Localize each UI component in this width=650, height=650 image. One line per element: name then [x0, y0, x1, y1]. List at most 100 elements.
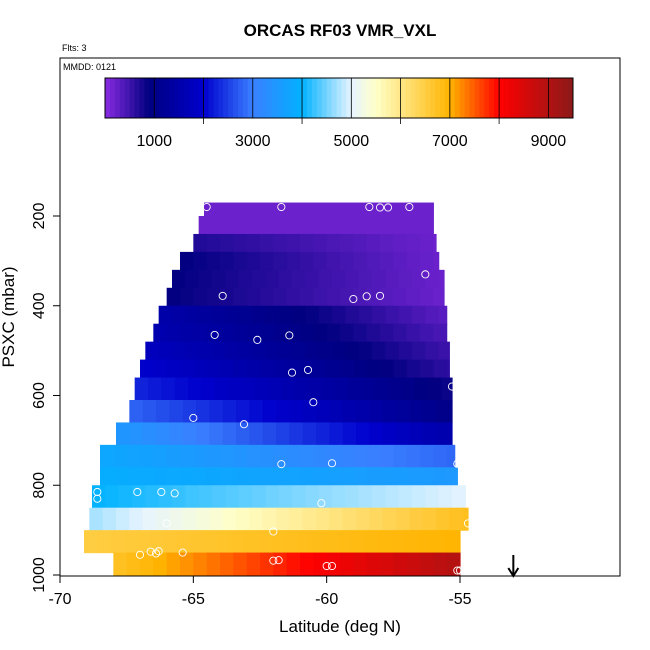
heatmap-cell [300, 323, 314, 343]
y-tick-label: 400 [31, 292, 48, 319]
heatmap-cell [212, 216, 226, 235]
heatmap-cell [278, 305, 293, 325]
heatmap-cell [404, 202, 418, 217]
heatmap-cell [313, 359, 328, 379]
x-tick-label: -60 [315, 591, 338, 608]
heatmap-cell [238, 305, 253, 325]
data-point [303, 365, 313, 374]
heatmap-cell [353, 287, 368, 307]
heatmap-cell [372, 305, 386, 325]
heatmap-cell [233, 233, 248, 253]
heatmap-cell [241, 377, 256, 401]
heatmap-cell [193, 444, 208, 468]
heatmap-cell [220, 323, 234, 343]
heatmap-cell [420, 552, 434, 576]
heatmap-cell [348, 377, 362, 401]
heatmap-cell [230, 530, 245, 554]
heatmap-cell [353, 233, 368, 253]
data-point [269, 556, 278, 565]
heatmap-cell [204, 202, 218, 217]
heatmap-cell [252, 341, 266, 361]
heatmap-cell [449, 399, 453, 424]
heatmap-cell [286, 444, 301, 468]
heatmap-cell [409, 399, 424, 424]
heatmap-cell [380, 287, 394, 307]
heatmap-cell [425, 216, 434, 235]
heatmap-cell [457, 530, 461, 554]
heatmap-cell [398, 485, 413, 509]
heatmap-cell [358, 485, 373, 509]
heatmap-cell [364, 530, 378, 554]
data-point [93, 487, 102, 497]
heatmap-cell [153, 552, 168, 576]
data-point [90, 452, 99, 461]
data-points [90, 202, 473, 575]
heatmap-cell [404, 530, 418, 554]
heatmap-cell [289, 422, 304, 446]
heatmap-cell [142, 399, 157, 424]
colorbar-segment [499, 78, 505, 118]
heatmap-cell [161, 377, 176, 401]
heatmap-cell [238, 269, 253, 289]
heatmap-cell [185, 269, 200, 289]
colorbar-segment [302, 78, 308, 118]
heatmap-cell [449, 507, 464, 531]
colorbar-segment [223, 78, 229, 118]
heatmap-cell [420, 467, 434, 486]
heatmap-cell [372, 485, 386, 509]
heatmap-cell [433, 359, 448, 379]
heatmap-cell [140, 467, 154, 486]
heatmap-cell [260, 287, 274, 307]
colorbar-segment [533, 78, 540, 118]
colorbar-tick-label: 9000 [531, 133, 567, 150]
heatmap-cell [382, 507, 397, 531]
colorbar-segment [119, 78, 126, 118]
heatmap-cell [340, 444, 354, 468]
heatmap-cell [385, 269, 400, 289]
heatmap-cell [353, 552, 368, 576]
heatmap-cell [318, 341, 333, 361]
colorbar-segment [164, 78, 170, 118]
heatmap-cell [166, 323, 181, 343]
heatmap-cell [145, 485, 160, 509]
heatmap-cell [233, 552, 248, 576]
data-point [269, 527, 278, 536]
heatmap-cell [382, 422, 397, 446]
heatmap-cell [278, 341, 293, 361]
heatmap-cell [292, 305, 306, 325]
heatmap-cell [137, 530, 152, 554]
heatmap-cell [180, 323, 194, 343]
heatmap-cell [342, 507, 357, 531]
heatmap-cell [350, 530, 365, 554]
heatmap-cell [420, 251, 434, 271]
heatmap-cell [180, 467, 194, 486]
data-point [178, 548, 187, 557]
heatmap-cell [246, 287, 261, 307]
heatmap-cell [209, 507, 224, 531]
heatmap-cell [246, 467, 261, 486]
heatmap-cell [366, 323, 381, 343]
heatmap-cell [204, 530, 218, 554]
colorbar-segment [405, 78, 411, 118]
heatmap-cell [340, 251, 354, 271]
heatmap-cell [366, 359, 381, 379]
heatmap-cell [233, 467, 248, 486]
heatmap-cell [172, 485, 186, 509]
heatmap-cell [398, 305, 413, 325]
heatmap-cell [246, 233, 261, 253]
colorbar-segment [336, 78, 342, 118]
colorbar-segment [346, 78, 352, 118]
heatmap-cell [396, 507, 410, 531]
heatmap-cell [345, 341, 360, 361]
colorbar-segment [528, 78, 535, 118]
heatmap-cell [260, 467, 274, 486]
colorbar-segment [326, 78, 333, 118]
heatmap-cell [326, 359, 341, 379]
colorbar-segment [242, 78, 249, 118]
heatmap-cell [193, 323, 208, 343]
colorbar-segment [233, 78, 239, 118]
heatmap-cell [140, 552, 154, 576]
heatmap-cell [313, 233, 328, 253]
heatmap-cell [316, 507, 330, 531]
